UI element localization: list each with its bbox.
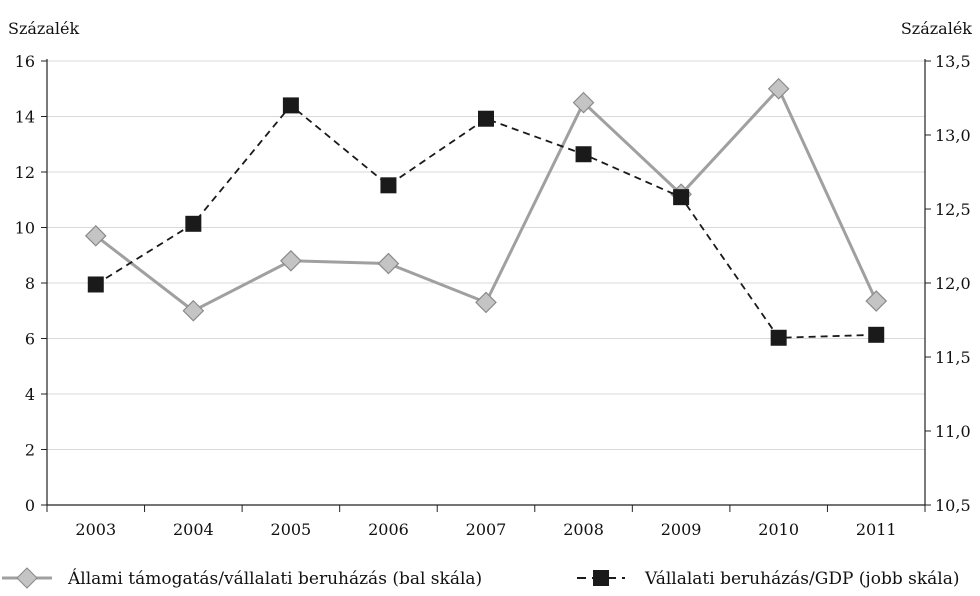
data-point-square <box>770 329 787 346</box>
data-point-square <box>87 276 104 293</box>
axes: 0 2 4 6 8 10 12 14 16 10,5 11,0 11,5 12,0 12,5 13,0 13,… <box>15 52 971 539</box>
x-tick-label: 2007 <box>466 520 507 539</box>
legend-label: Állami támogatás/vállalati beruházás (ba… <box>67 568 482 589</box>
data-point-square <box>868 326 885 343</box>
data-point-diamond <box>865 290 888 312</box>
data-point-square <box>575 146 592 163</box>
data-point-diamond <box>84 224 107 247</box>
x-tick-label: 2006 <box>368 520 409 539</box>
data-point-square <box>185 215 202 232</box>
legend-swatch-diamond-marker <box>16 567 38 589</box>
data-point-diamond <box>377 252 400 275</box>
y-right-tick-label: 13,5 <box>935 52 971 71</box>
y-axis-right-label: Százalék <box>901 19 972 38</box>
y-left-tick-label: 16 <box>15 52 35 71</box>
y-left-tick-label: 12 <box>15 163 35 182</box>
y-right-tick-label: 10,5 <box>935 496 971 515</box>
x-tick-label: 2010 <box>758 520 799 539</box>
legend-item-series-1: Állami támogatás/vállalati beruházás (ba… <box>2 567 482 589</box>
y-right-tick-label: 11,0 <box>935 422 971 441</box>
data-point-square <box>282 97 299 114</box>
x-tick-label: 2005 <box>271 520 312 539</box>
data-point-square <box>380 177 397 194</box>
y-left-tick-label: 14 <box>15 108 35 127</box>
x-tick-label: 2009 <box>661 520 702 539</box>
labels: Százalék Százalék <box>8 19 972 38</box>
y-right-tick-label: 13,0 <box>935 126 971 145</box>
data-point-diamond <box>280 249 302 272</box>
y-right-tick-label: 12,5 <box>935 200 971 219</box>
x-tick-label: 2008 <box>563 520 604 539</box>
y-left-tick-label: 10 <box>15 219 35 238</box>
data-point-square <box>673 189 690 206</box>
legend: Állami támogatás/vállalati beruházás (ba… <box>2 567 959 589</box>
y-left-tick-label: 6 <box>25 330 35 349</box>
data-point-diamond <box>475 291 497 314</box>
x-tick-label: 2003 <box>75 520 116 539</box>
y-right-tick-label: 11,5 <box>935 348 971 367</box>
legend-label: Vállalati beruházás/GDP (jobb skála) <box>644 569 959 589</box>
data-point-diamond <box>182 299 205 322</box>
x-tick-label: 2004 <box>173 520 214 539</box>
series <box>84 77 888 346</box>
y-left-tick-label: 2 <box>25 441 35 460</box>
legend-item-series-2: Vállalati beruházás/GDP (jobb skála) <box>577 569 959 589</box>
y-axis-left-label: Százalék <box>8 19 79 38</box>
legend-swatch-square-marker <box>593 570 609 586</box>
data-point-diamond <box>767 77 790 100</box>
data-point-diamond <box>572 91 595 114</box>
y-left-tick-label: 8 <box>25 274 35 293</box>
y-right-tick-label: 12,0 <box>935 274 971 293</box>
y-left-tick-label: 0 <box>25 496 35 515</box>
y-left-tick-label: 4 <box>25 385 35 404</box>
data-point-square <box>478 110 494 127</box>
x-tick-label: 2011 <box>856 520 897 539</box>
